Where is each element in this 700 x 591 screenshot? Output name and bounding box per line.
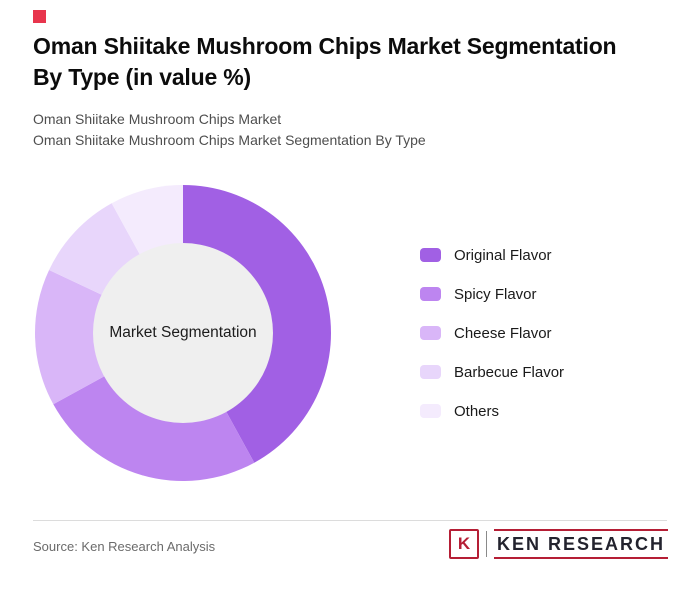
- legend-label: Original Flavor: [454, 246, 552, 264]
- footer-divider: [33, 520, 667, 521]
- legend-swatch-icon: [420, 365, 441, 379]
- legend-item: Original Flavor: [420, 246, 564, 264]
- ken-research-logo: K KEN RESEARCH: [448, 527, 668, 561]
- donut-chart: Market Segmentation: [33, 183, 333, 483]
- legend-swatch-icon: [420, 248, 441, 262]
- legend-item: Barbecue Flavor: [420, 363, 564, 381]
- title-line-2: By Type (in value %): [33, 64, 251, 90]
- legend-label: Spicy Flavor: [454, 285, 537, 303]
- donut-center-circle: [93, 243, 273, 423]
- legend-label: Barbecue Flavor: [454, 363, 565, 381]
- legend-item: Others: [420, 402, 564, 420]
- title-line-1: Oman Shiitake Mushroom Chips Market Segm…: [33, 33, 617, 59]
- logo-k-icon: K: [448, 529, 479, 559]
- legend-swatch-icon: [420, 404, 441, 418]
- donut-chart-svg: [35, 185, 331, 481]
- legend-item: Cheese Flavor: [420, 324, 564, 342]
- logo-separator: [485, 531, 487, 557]
- page-title: Oman Shiitake Mushroom Chips Market Segm…: [33, 31, 678, 93]
- chart-subtitle: Oman Shiitake Mushroom Chips Market Oman…: [33, 109, 426, 151]
- chart-legend: Original Flavor Spicy Flavor Cheese Flavor…: [420, 246, 564, 441]
- legend-swatch-icon: [420, 326, 441, 340]
- logo-k-letter: K: [457, 534, 471, 553]
- legend-swatch-icon: [420, 287, 441, 301]
- logo-text: KEN RESEARCH: [493, 529, 668, 559]
- legend-item: Spicy Flavor: [420, 285, 564, 303]
- source-text: Source: Ken Research Analysis: [33, 539, 216, 554]
- legend-label: Others: [454, 402, 500, 420]
- subtitle-line-2: Oman Shiitake Mushroom Chips Market Segm…: [33, 132, 426, 148]
- subtitle-line-1: Oman Shiitake Mushroom Chips Market: [33, 111, 282, 127]
- legend-label: Cheese Flavor: [454, 324, 552, 342]
- accent-square-icon: [33, 10, 46, 23]
